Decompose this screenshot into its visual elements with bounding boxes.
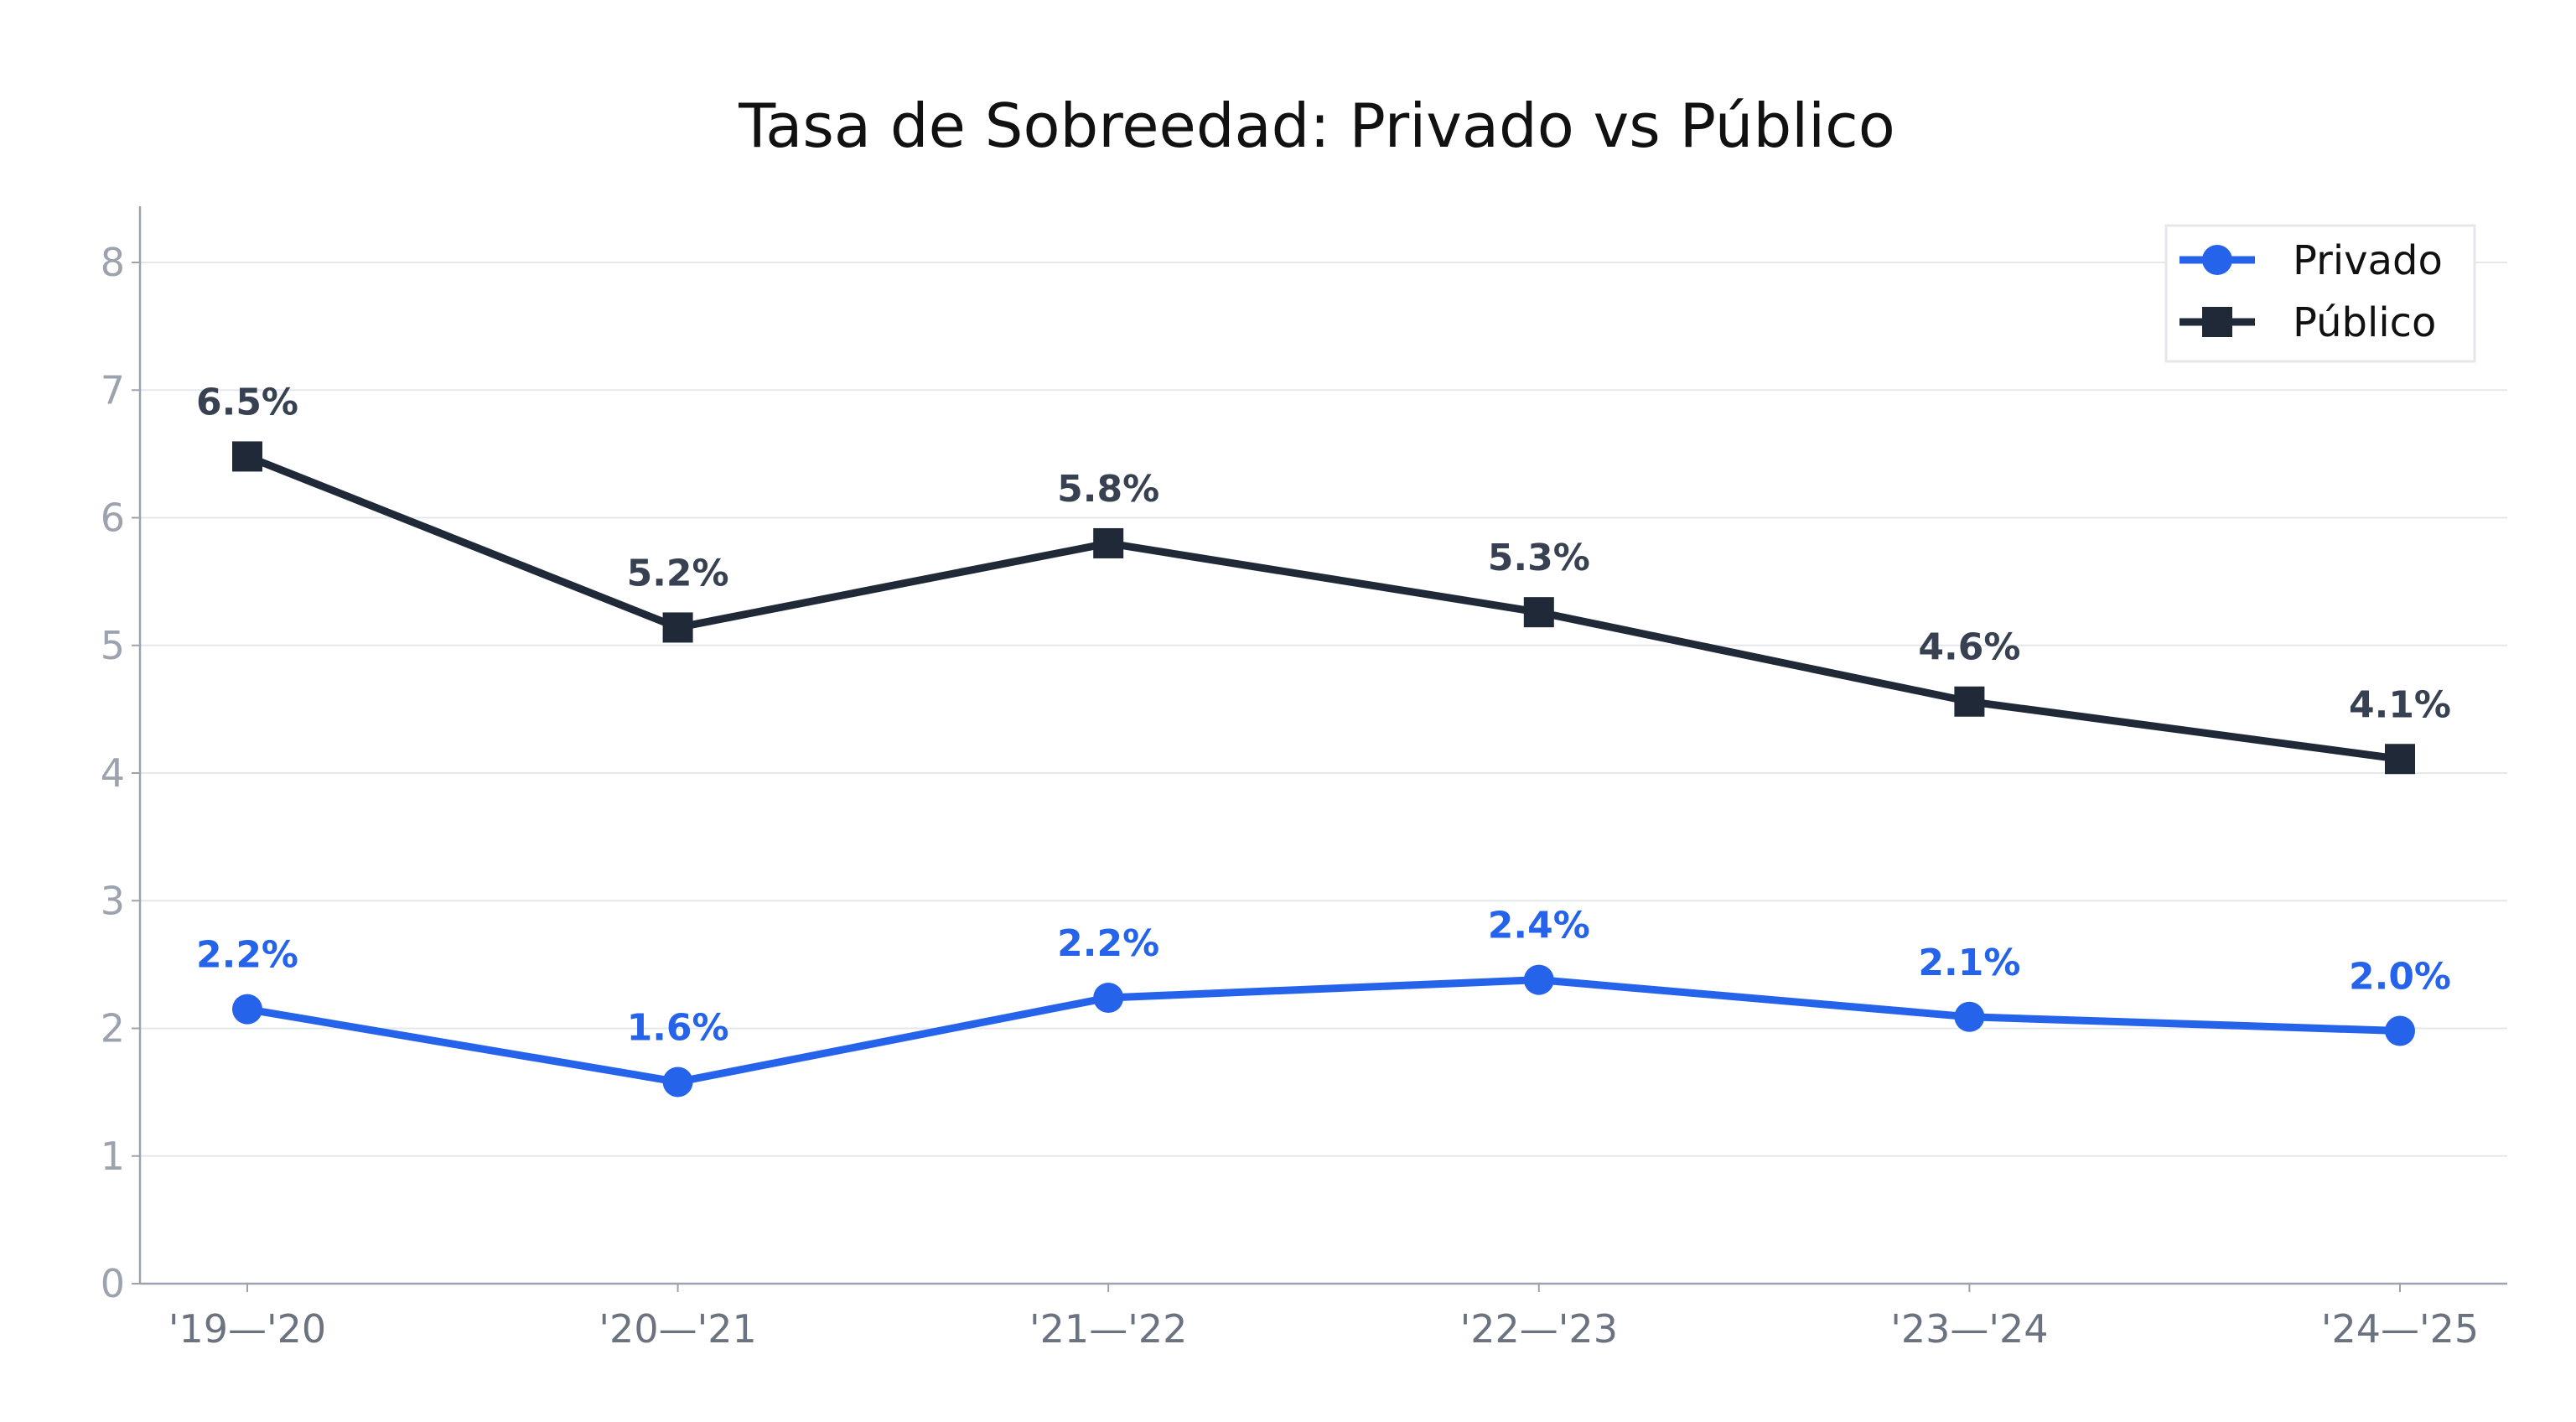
legend-label: Privado xyxy=(2293,237,2443,284)
data-point xyxy=(662,612,693,643)
y-tick-label: 7 xyxy=(101,367,125,413)
data-label: 2.2% xyxy=(196,934,298,977)
y-tick-label: 0 xyxy=(101,1261,125,1306)
legend-label: Público xyxy=(2293,299,2436,346)
data-label: 2.4% xyxy=(1488,905,1590,947)
y-axis-ticks: 0 1 2 3 4 5 6 7 8 xyxy=(101,240,140,1306)
y-tick-label: 5 xyxy=(101,623,125,668)
data-label: 2.1% xyxy=(1918,942,2020,984)
x-axis-ticks: '19—'20 '20—'21 '21—'22 '22—'23 '23—'24 '24—'… xyxy=(168,1284,2479,1352)
series-group xyxy=(232,441,2415,1098)
data-point xyxy=(1523,964,1554,995)
legend-marker xyxy=(2202,307,2232,337)
x-tick-label: '22—'23 xyxy=(1460,1306,1618,1352)
chart-title: Tasa de Sobreedad: Privado vs Público xyxy=(738,91,1895,161)
data-point xyxy=(1523,597,1554,628)
data-point xyxy=(2385,744,2415,775)
data-label: 5.8% xyxy=(1057,468,1159,511)
data-label: 5.2% xyxy=(627,552,729,594)
y-tick-label: 2 xyxy=(101,1006,125,1051)
data-labels: 2.2% 1.6% 2.2% 2.4% 2.1% 2.0% 6.5% 5.2% 5.8% 5.3%… xyxy=(196,381,2451,1049)
y-tick-label: 1 xyxy=(101,1134,125,1179)
data-label: 1.6% xyxy=(627,1006,729,1049)
y-tick-label: 4 xyxy=(101,750,125,796)
data-point xyxy=(232,441,262,472)
legend-marker xyxy=(2202,245,2232,275)
y-tick-label: 8 xyxy=(101,240,125,285)
x-tick-label: '20—'21 xyxy=(599,1306,756,1352)
y-tick-label: 6 xyxy=(101,496,125,541)
data-point xyxy=(1954,686,1985,717)
x-tick-label: '24—'25 xyxy=(2321,1306,2479,1352)
data-point xyxy=(1954,1001,1985,1032)
gridlines xyxy=(140,262,2507,1157)
data-point xyxy=(1093,982,1124,1013)
data-point xyxy=(232,994,262,1025)
data-label: 2.2% xyxy=(1057,922,1159,965)
axes xyxy=(138,206,2507,1285)
data-label: 6.5% xyxy=(196,381,298,423)
data-label: 4.1% xyxy=(2349,683,2451,726)
data-label: 2.0% xyxy=(2349,956,2451,999)
series-line-público xyxy=(243,452,2404,763)
data-point xyxy=(2385,1015,2415,1046)
x-tick-label: '23—'24 xyxy=(1890,1306,2048,1352)
data-point xyxy=(1093,527,1124,558)
x-tick-label: '21—'22 xyxy=(1029,1306,1187,1352)
data-label: 5.3% xyxy=(1488,537,1590,579)
data-point xyxy=(662,1066,693,1098)
series-line-privado xyxy=(243,976,2404,1086)
data-label: 4.6% xyxy=(1918,626,2020,669)
y-tick-label: 3 xyxy=(101,878,125,923)
x-tick-label: '19—'20 xyxy=(168,1306,326,1352)
legend: Privado Público xyxy=(2164,224,2476,363)
